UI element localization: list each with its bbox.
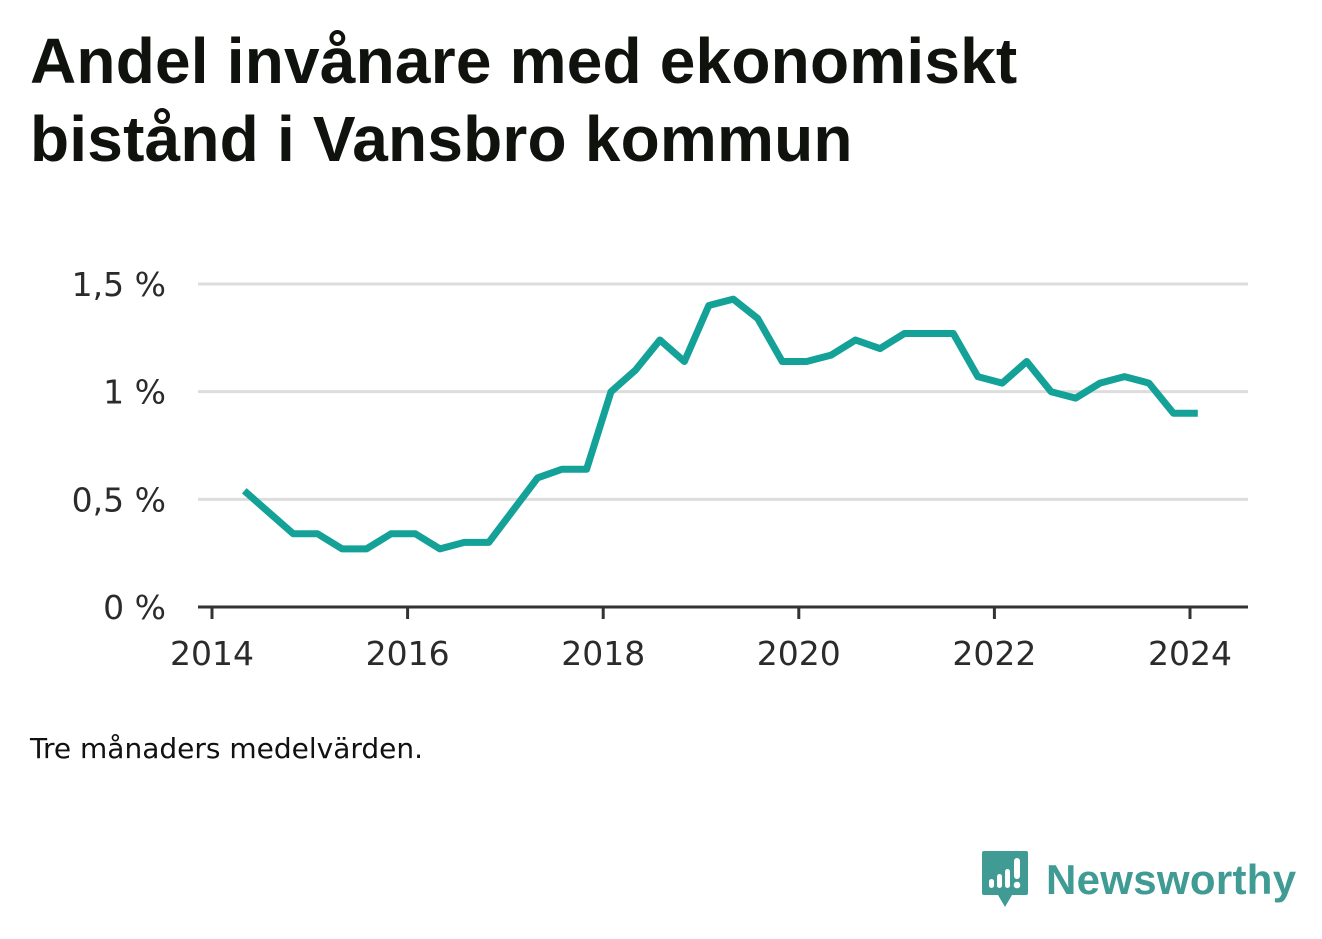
brand-logo: Newsworthy	[980, 848, 1296, 912]
x-axis: 2014 2016 2018 2020 2022 2024	[170, 605, 1248, 673]
series-line	[241, 295, 1198, 553]
brand-name: Newsworthy	[1046, 856, 1297, 903]
x-tick-label: 2024	[1148, 634, 1232, 673]
x-tick-label: 2018	[561, 634, 645, 673]
grid-lines	[198, 282, 1248, 501]
newsworthy-logo-icon	[982, 851, 1028, 907]
y-tick-label: 1 %	[103, 373, 166, 412]
x-tick-label: 2014	[170, 634, 254, 673]
series-line-layer	[241, 295, 1198, 553]
x-tick-label: 2016	[366, 634, 450, 673]
chart-caption: Tre månaders medelvärden.	[30, 732, 424, 765]
y-tick-label: 0 %	[103, 588, 166, 627]
x-tick-label: 2020	[757, 634, 841, 673]
y-axis-ticks: 0 % 0,5 % 1 % 1,5 %	[72, 265, 166, 627]
x-tick-label: 2022	[952, 634, 1036, 673]
y-tick-label: 1,5 %	[72, 265, 166, 304]
y-tick-label: 0,5 %	[72, 480, 166, 519]
chart-title: Andel invånare med ekonomiskt bistånd i …	[30, 25, 1018, 175]
